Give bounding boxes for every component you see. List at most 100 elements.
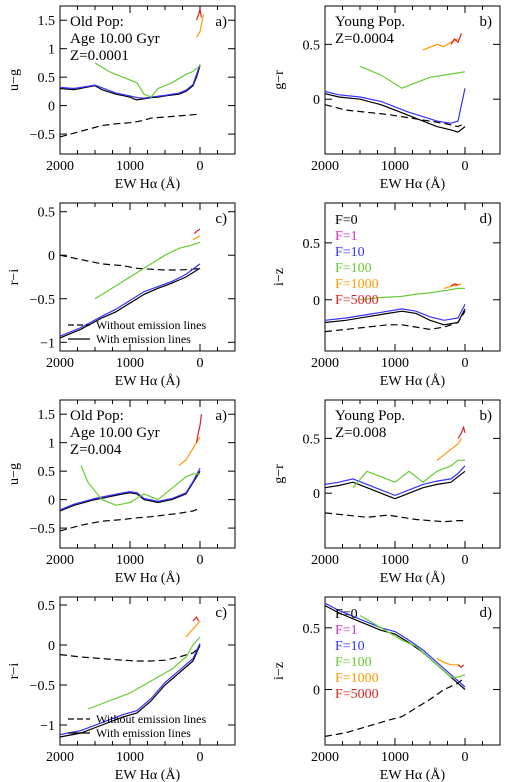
series-f-1000 <box>195 14 205 38</box>
y-tick-label: 1 <box>48 43 55 58</box>
panel-letter: b) <box>480 408 493 424</box>
series-f-5000 <box>193 228 201 234</box>
panel-annotation: Age 10.00 Gyr <box>70 425 160 441</box>
series-f-10 <box>324 465 466 497</box>
panel-letter: c) <box>215 211 227 227</box>
y-tick-label: 0.5 <box>303 432 321 447</box>
y-tick-label: 0 <box>48 494 55 509</box>
y-axis-label: u−g <box>7 69 22 91</box>
panel-letter: d) <box>480 211 493 227</box>
y-tick-label: 0.5 <box>38 206 56 221</box>
y-tick-label: 0.5 <box>303 622 321 637</box>
x-tick-label: 1000 <box>381 356 409 371</box>
series-f-10 <box>59 263 201 337</box>
y-axis-label: r−i <box>7 663 22 680</box>
series-f-1000 <box>192 235 201 241</box>
x-tick-label: 0 <box>462 553 469 568</box>
x-tick-label: 0 <box>462 356 469 371</box>
y-tick-label: −0.5 <box>30 128 55 143</box>
y-tick-label: 1.5 <box>38 408 56 423</box>
panel-bottom-a: 2000 1000 0 −0.5 0 0.5 1 1.5 EW Hα (Å) u−g a) Old P… <box>7 399 236 586</box>
x-tick-label: 2000 <box>46 159 74 174</box>
series-f-10 <box>324 88 466 124</box>
panel-bottom-d: 2000 1000 000.5EW Hα (Å)i−zd)F=0F=1F=10F=1… <box>272 596 501 782</box>
panel-annotation: Z=0.008 <box>335 425 386 441</box>
x-tick-label: 0 <box>462 159 469 174</box>
series-f-100 <box>352 459 465 489</box>
panel-annotation: Young Pop. <box>335 14 405 30</box>
series-f-5000 <box>195 414 202 443</box>
legend-entry: F=100 <box>335 655 372 670</box>
y-axis-label: i−z <box>272 268 287 286</box>
series-f-0-no-lines <box>59 646 201 662</box>
series-f-100 <box>359 287 465 301</box>
y-tick-label: −0.5 <box>30 293 55 308</box>
series-f-100 <box>80 465 200 506</box>
x-tick-label: 2000 <box>311 750 339 765</box>
y-tick-label: −0.5 <box>30 679 55 694</box>
x-tick-label: 0 <box>197 159 204 174</box>
legend-entry: F=1 <box>335 229 358 244</box>
y-tick-label: 0 <box>313 294 320 309</box>
legend-entry: F=100 <box>335 261 372 276</box>
y-axis-label: r−i <box>7 269 22 286</box>
y-tick-label: 0.5 <box>38 599 56 614</box>
legend-line-label: With emission lines <box>96 726 191 740</box>
series-f-100 <box>94 241 201 300</box>
series-f-0-no-lines <box>59 507 201 532</box>
panel-letter: a) <box>215 408 227 424</box>
x-tick-label: 1000 <box>381 553 409 568</box>
legend-line-label: Without emission lines <box>96 712 207 726</box>
x-tick-label: 2000 <box>311 159 339 174</box>
x-axis-label: EW Hα (Å) <box>380 176 446 192</box>
y-tick-label: 0 <box>48 100 55 115</box>
series-f-0 <box>324 93 466 133</box>
y-tick-label: 0 <box>48 639 55 654</box>
x-tick-label: 1000 <box>116 356 144 371</box>
y-tick-label: 0 <box>48 249 55 264</box>
series-f-5000 <box>192 615 200 622</box>
y-axis-label: i−z <box>272 662 287 680</box>
y-tick-label: 0 <box>313 487 320 502</box>
legend-line-label: Without emission lines <box>96 318 207 332</box>
panel-annotation: Age 10.00 Gyr <box>70 31 160 47</box>
series-f-0 <box>59 644 201 738</box>
series-f-1000 <box>185 620 201 638</box>
y-tick-label: 0 <box>313 684 320 699</box>
series-f-1000 <box>436 438 463 461</box>
y-tick-label: −0.5 <box>30 522 55 537</box>
x-tick-label: 2000 <box>311 553 339 568</box>
series-f-5000 <box>457 425 466 439</box>
series-f-10 <box>59 643 201 736</box>
series-f-10 <box>59 468 201 511</box>
y-tick-label: 0.5 <box>38 71 56 86</box>
legend-entry: F=1 <box>335 623 358 638</box>
legend-line-label: With emission lines <box>96 332 191 346</box>
panel-bottom-b: 2000 1000 0 0 0.5 EW Hα (Å) g−r b) Young Pop.Z=0… <box>272 399 501 586</box>
series-f-100 <box>359 65 466 89</box>
series-f-0-no-lines <box>59 254 201 271</box>
x-tick-label: 0 <box>462 750 469 765</box>
y-tick-label: 0.5 <box>303 38 321 53</box>
x-axis-label: EW Hα (Å) <box>115 570 181 586</box>
x-tick-label: 1000 <box>381 159 409 174</box>
series-f-0 <box>59 470 201 512</box>
legend-entry: F=1000 <box>335 277 379 292</box>
legend-entry: F=0 <box>335 213 358 228</box>
panel-top-c: 2000 1000 0 −1 −0.5 0 0.5 EW Hα (Å) r−i c) Without… <box>7 202 236 389</box>
panel-annotation: Young Pop. <box>335 408 405 424</box>
x-axis-label: EW Hα (Å) <box>115 373 181 389</box>
x-tick-label: 2000 <box>46 553 74 568</box>
x-tick-label: 2000 <box>46 356 74 371</box>
panel-annotation: Z=0.004 <box>70 442 122 458</box>
series-f-10 <box>59 64 201 99</box>
y-tick-label: −1 <box>40 336 55 351</box>
x-tick-label: 2000 <box>46 750 74 765</box>
panel-top-a: 2000 1000 0 −0.5 0 0.5 1 1.5 EW Hα (Å) u−g a) Old P… <box>7 5 236 192</box>
series-f-1000 <box>443 283 462 289</box>
x-axis-label: EW Hα (Å) <box>380 570 446 586</box>
series-f-100 <box>94 62 201 98</box>
series-f-0 <box>324 308 466 326</box>
y-axis-label: u−g <box>7 463 22 485</box>
